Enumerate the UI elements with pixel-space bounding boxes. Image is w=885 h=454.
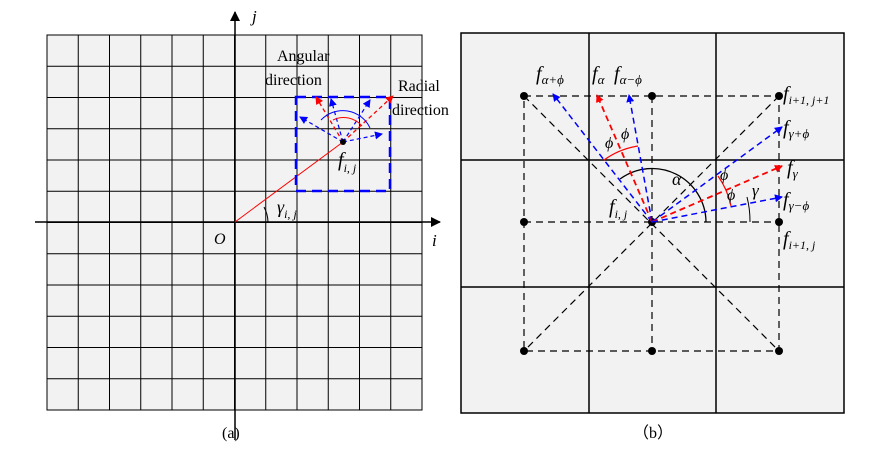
origin-label: O bbox=[214, 231, 226, 248]
angular-arrow-red bbox=[315, 96, 344, 143]
node-top-left bbox=[520, 92, 528, 100]
arrow-alpha-minus-phi bbox=[626, 94, 653, 223]
f-i1-j1-label: fi+1, j+1 bbox=[783, 83, 829, 107]
phi-label-upper-right: ϕ bbox=[621, 126, 629, 143]
gamma-label: γi, j bbox=[277, 197, 297, 221]
radial-direction-label-1: Radial bbox=[398, 78, 440, 95]
node-label-a: fi, j bbox=[338, 149, 357, 175]
phi-label-right-upper: ϕ bbox=[720, 167, 728, 184]
arrow-alpha-plus-phi bbox=[552, 93, 653, 223]
alpha-angle-arc bbox=[619, 167, 707, 223]
f-ij-label-b: fi, j bbox=[609, 196, 628, 221]
i-axis-label: i bbox=[432, 231, 437, 250]
arrow-blue-2 bbox=[329, 98, 344, 143]
f-gamma-label: fγ bbox=[787, 157, 799, 181]
node-top-center bbox=[648, 92, 656, 100]
radial-direction-label-2: direction bbox=[392, 102, 449, 119]
gamma-angle-arc bbox=[263, 206, 269, 223]
caption-a: (a) bbox=[222, 425, 240, 442]
radial-arrow-red bbox=[342, 95, 394, 143]
node-bottom-center bbox=[648, 347, 656, 355]
f-alpha-plus-phi-label: fα+ϕ bbox=[536, 63, 564, 87]
node-bottom-right bbox=[775, 347, 783, 355]
phi-label-right-lower: ϕ bbox=[727, 187, 735, 204]
arrow-gamma-minus-phi bbox=[651, 194, 783, 223]
phi-arc-right bbox=[717, 175, 732, 207]
node-point-a bbox=[340, 139, 346, 145]
phi-label-upper-left: ϕ bbox=[605, 135, 613, 152]
f-gamma-minus-phi-label: fγ−ϕ bbox=[783, 189, 809, 213]
panel-a: i j O γi, j Angular direction Radial dir… bbox=[35, 7, 449, 442]
f-gamma-plus-phi-label: fγ+ϕ bbox=[783, 117, 809, 141]
direction-arrows-a bbox=[299, 95, 394, 145]
gamma-label-b: γ bbox=[752, 181, 760, 200]
arrow-gamma bbox=[651, 165, 783, 223]
arrow-gamma-plus-phi bbox=[651, 126, 783, 223]
alpha-label: α bbox=[672, 169, 682, 189]
node-mid-right bbox=[775, 218, 783, 226]
neighborhood-dashed-square bbox=[294, 95, 392, 193]
angular-direction-label-2: direction bbox=[265, 72, 322, 89]
node-mid-left bbox=[520, 218, 528, 226]
arrow-blue-1 bbox=[299, 116, 344, 143]
phi-arc-upper bbox=[603, 145, 639, 161]
angle-arc-blue bbox=[320, 110, 371, 129]
j-axis-label: j bbox=[250, 7, 257, 26]
node-bottom-left bbox=[520, 347, 528, 355]
caption-b: （b） bbox=[633, 424, 673, 442]
f-alpha-minus-phi-label: fα−ϕ bbox=[614, 63, 642, 87]
angular-direction-label-1: Angular bbox=[277, 48, 330, 65]
node-top-right bbox=[775, 92, 783, 100]
panel-b: α γ ϕ ϕ ϕ ϕ fα+ϕ fα fα−ϕ fi+1, j+1 fγ+ϕ … bbox=[460, 32, 845, 442]
f-i1-j-label: fi+1, j bbox=[783, 228, 816, 252]
gamma-angle-arc-b bbox=[746, 196, 751, 223]
f-alpha-label: fα bbox=[592, 63, 606, 87]
direction-arrows-b bbox=[552, 93, 783, 223]
arrow-alpha bbox=[596, 94, 653, 223]
position-vector-line bbox=[234, 141, 344, 223]
angle-arc-red bbox=[332, 117, 363, 127]
